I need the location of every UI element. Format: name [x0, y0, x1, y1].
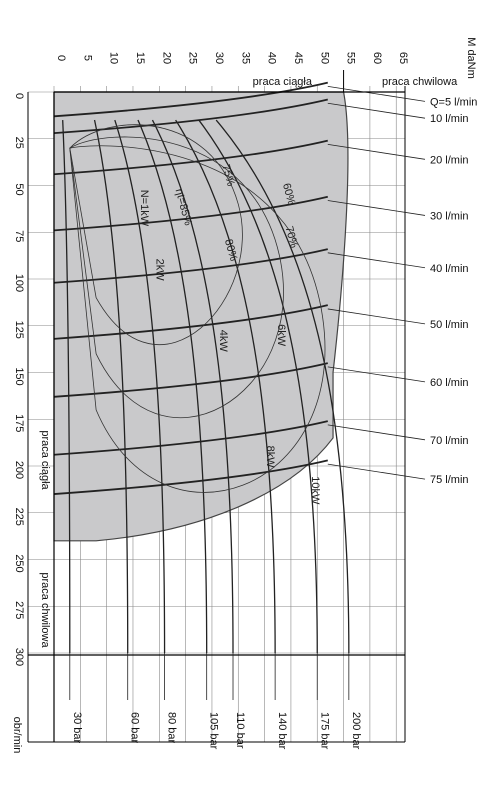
flow-label: 60 l/min — [430, 377, 469, 389]
pressure-curve — [114, 119, 166, 654]
top-tick-label: 65 — [397, 52, 409, 64]
pressure-label: 110 bar — [234, 712, 246, 749]
left-tick-label: 125 — [13, 321, 25, 339]
flow-curve — [53, 420, 328, 456]
flow-pointer — [327, 366, 426, 383]
power-label: 10kW — [309, 476, 321, 505]
left-tick-label: 0 — [13, 93, 25, 99]
left-tick-label: 25 — [13, 137, 25, 149]
top-tick-label: 15 — [134, 52, 146, 64]
flow-pointer — [327, 143, 426, 160]
left-tick-label: 250 — [13, 554, 25, 572]
pressure-curve — [93, 119, 129, 654]
left-tick-label: 225 — [13, 508, 25, 526]
marks — [69, 85, 426, 700]
top-tick-label: 45 — [292, 52, 304, 64]
flow-pointer — [327, 200, 426, 216]
pressure-label: 60 bar — [129, 712, 141, 744]
top-tick-label: 20 — [160, 52, 172, 64]
flow-label: 70 l/min — [430, 435, 469, 447]
side-intermittent-label: praca chwilowa — [39, 572, 51, 648]
flow-label: 75 l/min — [430, 474, 469, 486]
top-tick-label: 0 — [55, 55, 67, 61]
flow-label: 50 l/min — [430, 319, 469, 331]
top-tick-label: 35 — [239, 52, 251, 64]
left-tick-label: 300 — [13, 648, 25, 666]
axes: 0 5 10 15 20 25 30 35 40 45 50 55 60 65 0 25 50 75 100 125 1… — [13, 52, 409, 743]
labels: Q=5 l/min 10 l/min 20 l/min 30 l/min 40 l/mi… — [71, 96, 478, 749]
power-label: 8kW — [264, 446, 276, 469]
efficiency-curve — [69, 124, 243, 346]
top-tick-label: 25 — [187, 52, 199, 64]
top-tick-label: 40 — [266, 52, 278, 64]
left-tick-label: 50 — [13, 183, 25, 195]
top-tick-label: 50 — [318, 52, 330, 64]
pressure-label: 80 bar — [166, 712, 178, 744]
operating-regions — [53, 91, 349, 542]
flow-curve — [53, 459, 328, 495]
left-tick-label: 150 — [13, 367, 25, 385]
top-intermittent-label: praca chwilowa — [382, 76, 458, 88]
top-tick-label: 55 — [345, 52, 357, 64]
left-tick-label: 100 — [13, 274, 25, 292]
power-label: 2kW — [154, 259, 166, 282]
top-tick-label: 30 — [213, 52, 225, 64]
left-tick-label: 175 — [13, 414, 25, 432]
power-label: 4kW — [217, 330, 229, 353]
left-tick-label: 275 — [13, 601, 25, 619]
top-tick-label: 5 — [81, 55, 93, 61]
pressure-curve — [137, 119, 208, 654]
flow-curve — [53, 81, 328, 118]
flow-label: Q=5 l/min — [430, 96, 477, 108]
flow-curve — [53, 98, 328, 135]
efficiency-curve — [69, 136, 284, 418]
pressure-curve — [198, 119, 318, 654]
pressure-label: 105 bar — [208, 712, 220, 750]
flow-pointer — [327, 102, 426, 119]
left-tick-label: 200 — [13, 461, 25, 479]
flow-curve — [53, 248, 328, 284]
efficiency-curve — [69, 145, 326, 493]
efficiency-label: 60% — [280, 182, 297, 207]
top-tick-label: 60 — [371, 52, 383, 64]
power-label: N=1kW — [138, 190, 150, 227]
pressure-curve — [215, 119, 350, 654]
left-axis-unit-label: obr/min — [11, 717, 23, 754]
pressure-label: 175 bar — [318, 712, 330, 750]
pressure-curve — [62, 120, 71, 654]
flow-label: 30 l/min — [430, 210, 469, 222]
pressure-curve — [151, 119, 234, 654]
flow-curve — [53, 139, 328, 176]
flow-pointer — [327, 424, 426, 441]
flow-pointer — [327, 85, 426, 102]
efficiency-label: 75% — [219, 163, 236, 188]
flow-pointer — [327, 308, 426, 325]
pressure-label: 200 bar — [350, 712, 362, 750]
flow-curve — [53, 195, 328, 232]
flow-label: 20 l/min — [430, 154, 469, 166]
pressure-label: 140 bar — [276, 712, 288, 750]
continuous-region — [53, 91, 349, 542]
pressure-curve — [175, 119, 276, 654]
efficiency-label: 80% — [222, 238, 239, 263]
left-tick-label: 75 — [13, 230, 25, 242]
side-continuous-label: praca ciągła — [39, 430, 51, 490]
flow-label: 40 l/min — [430, 263, 469, 275]
flow-pointer — [327, 463, 426, 480]
curves — [53, 81, 350, 654]
top-continuous-label: praca ciągła — [253, 76, 313, 88]
efficiency-label: 70% — [283, 225, 300, 250]
top-tick-label: 10 — [108, 52, 120, 64]
flow-label: 10 l/min — [430, 113, 469, 125]
power-label: 6kW — [275, 324, 287, 347]
pressure-label: 30 bar — [71, 712, 83, 744]
flow-pointer — [327, 252, 426, 269]
top-axis-unit-label: M daNm — [465, 37, 477, 79]
